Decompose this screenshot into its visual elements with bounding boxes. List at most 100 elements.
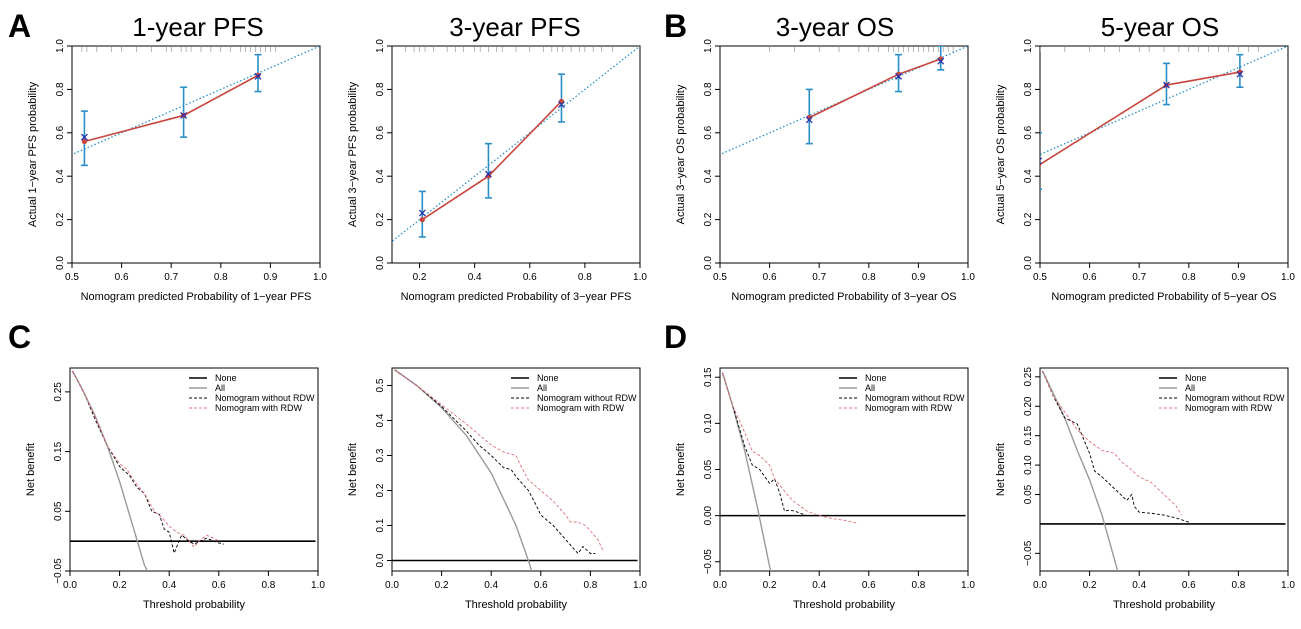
- panel-label-c: C: [8, 319, 31, 355]
- x-tick-label: 0.4: [484, 580, 498, 591]
- y-tick-label: 0.4: [703, 169, 714, 183]
- legend-entry: Nomogram with RDW: [1185, 403, 1273, 413]
- plot-area: [392, 46, 640, 243]
- x-tick-label: 0.7: [164, 272, 178, 283]
- x-tick-label: 0.5: [713, 272, 727, 283]
- legend-entry: Nomogram without RDW: [215, 393, 315, 403]
- y-tick-label: 1.0: [375, 39, 386, 53]
- y-tick-label: 0.6: [703, 125, 714, 139]
- y-axis-title: Net benefit: [347, 443, 359, 496]
- x-tick-label: 0.6: [1182, 580, 1196, 591]
- legend-entry: Nomogram with RDW: [215, 403, 303, 413]
- x-tick-label: 1.0: [1281, 272, 1295, 283]
- plot-frame: [1039, 45, 1289, 264]
- bias-corrected-point: [1236, 70, 1244, 78]
- x-tick-label: 0.6: [212, 580, 226, 591]
- x-axis-title: Threshold probability: [1113, 599, 1216, 611]
- x-tick-label: 0.8: [862, 272, 876, 283]
- y-tick-label: 0.0: [703, 256, 714, 270]
- bias-corrected-point: [180, 111, 188, 119]
- x-tick-label: 0.2: [113, 580, 127, 591]
- x-tick-label: 0.0: [1033, 580, 1047, 591]
- panel-label-a: A: [8, 8, 31, 44]
- chart-cal-5yr-os: 0.5 0.6 0.7 0.8 0.9 1.0 0.0 0.2 0.4 0.6 0.8 1.0 Nomo…: [995, 12, 1295, 303]
- x-tick-label: 0.0: [63, 580, 77, 591]
- series-line-all: [1041, 370, 1119, 571]
- panel-label-b: B: [664, 8, 687, 44]
- bias-corrected-point: [805, 116, 813, 124]
- y-tick-label: 0.0: [375, 256, 386, 270]
- chart-cal-3yr-os: 0.5 0.6 0.7 0.8 0.9 1.0 0.0 0.2 0.4 0.6 0.8 1.0 Nomo…: [675, 12, 975, 303]
- plot-area: [70, 370, 316, 571]
- series-line-all: [71, 370, 149, 571]
- y-tick-label: 0.0: [1023, 256, 1034, 270]
- calibration-line: [421, 100, 563, 221]
- plot-area: [720, 46, 968, 156]
- y-tick-label: −0.05: [53, 558, 64, 584]
- legend-entry: All: [215, 383, 225, 393]
- series-line-nomogram-with-rdw: [722, 372, 857, 524]
- x-tick-label: 1.0: [311, 580, 325, 591]
- x-tick-label: 0.6: [523, 272, 537, 283]
- bias-corrected-point: [484, 170, 492, 178]
- plot-area: [1040, 370, 1286, 571]
- x-tick-label: 0.4: [468, 272, 482, 283]
- x-axis-title: Threshold probability: [793, 599, 896, 611]
- x-tick-label: 0.2: [435, 580, 449, 591]
- series-line-all: [394, 369, 533, 571]
- y-tick-label: 0.1: [375, 518, 386, 532]
- y-tick-label: 0.0: [55, 256, 66, 270]
- x-tick-label: 0.6: [763, 272, 777, 283]
- x-tick-label: 0.8: [578, 272, 592, 283]
- x-axis-title: Nomogram predicted Probability of 3−year…: [731, 291, 956, 303]
- chart-dca-1: 0.0 0.2 0.4 0.6 0.8 1.0 −0.05 0.05 0.15 0.25 Thres…: [25, 367, 325, 611]
- x-tick-label: 1.0: [961, 272, 975, 283]
- series-line-nomogram-without-rdw: [394, 369, 596, 555]
- y-tick-label: 0.8: [1023, 82, 1034, 96]
- legend-entry: All: [865, 383, 875, 393]
- y-tick-label: 0.10: [703, 413, 714, 433]
- series-line-nomogram-with-rdw: [394, 369, 604, 551]
- y-tick-label: 0.8: [375, 82, 386, 96]
- x-tick-label: 0.5: [1033, 272, 1047, 283]
- x-axis-title: Threshold probability: [143, 599, 246, 611]
- bias-corrected-point: [1163, 81, 1170, 89]
- plot-area: [720, 372, 966, 571]
- observed-point: [255, 72, 261, 78]
- plot-title: 1-year PFS: [132, 12, 264, 42]
- x-axis-title: Nomogram predicted Probability of 1−year…: [81, 291, 312, 303]
- series-line-nomogram-with-rdw: [1042, 370, 1182, 516]
- y-tick-label: 0.05: [703, 459, 714, 479]
- x-tick-label: 0.9: [263, 272, 277, 283]
- x-tick-label: 1.0: [633, 580, 647, 591]
- y-tick-label: 0.8: [55, 82, 66, 96]
- y-tick-label: 0.4: [375, 413, 386, 427]
- chart-dca-2: 0.0 0.2 0.4 0.6 0.8 1.0 0.0 0.1 0.2 0.3 0.4 0.5 Thre…: [347, 367, 647, 611]
- plot-title: 5-year OS: [1101, 12, 1220, 42]
- legend-entry: Nomogram with RDW: [865, 403, 953, 413]
- x-tick-label: 0.0: [385, 580, 399, 591]
- y-tick-label: 0.20: [1023, 396, 1034, 416]
- y-tick-label: 1.0: [55, 39, 66, 53]
- y-tick-label: 0.0: [375, 553, 386, 567]
- x-tick-label: 0.0: [713, 580, 727, 591]
- y-tick-label: 0.4: [375, 169, 386, 183]
- y-tick-label: 0.4: [1023, 169, 1034, 183]
- y-tick-label: 1.0: [703, 39, 714, 53]
- y-tick-label: 0.2: [375, 212, 386, 226]
- y-tick-label: 0.00: [703, 505, 714, 525]
- x-tick-label: 0.4: [162, 580, 176, 591]
- y-tick-label: 0.25: [1023, 367, 1034, 387]
- x-tick-label: 0.2: [1083, 580, 1097, 591]
- x-tick-label: 0.5: [65, 272, 79, 283]
- observed-point: [419, 217, 425, 223]
- plot-area: [72, 46, 320, 167]
- plot-frame: [391, 367, 641, 572]
- bias-corrected-point: [895, 72, 903, 80]
- x-tick-label: 0.2: [413, 272, 427, 283]
- y-tick-label: 0.05: [1023, 484, 1034, 504]
- calibration-line: [808, 58, 941, 119]
